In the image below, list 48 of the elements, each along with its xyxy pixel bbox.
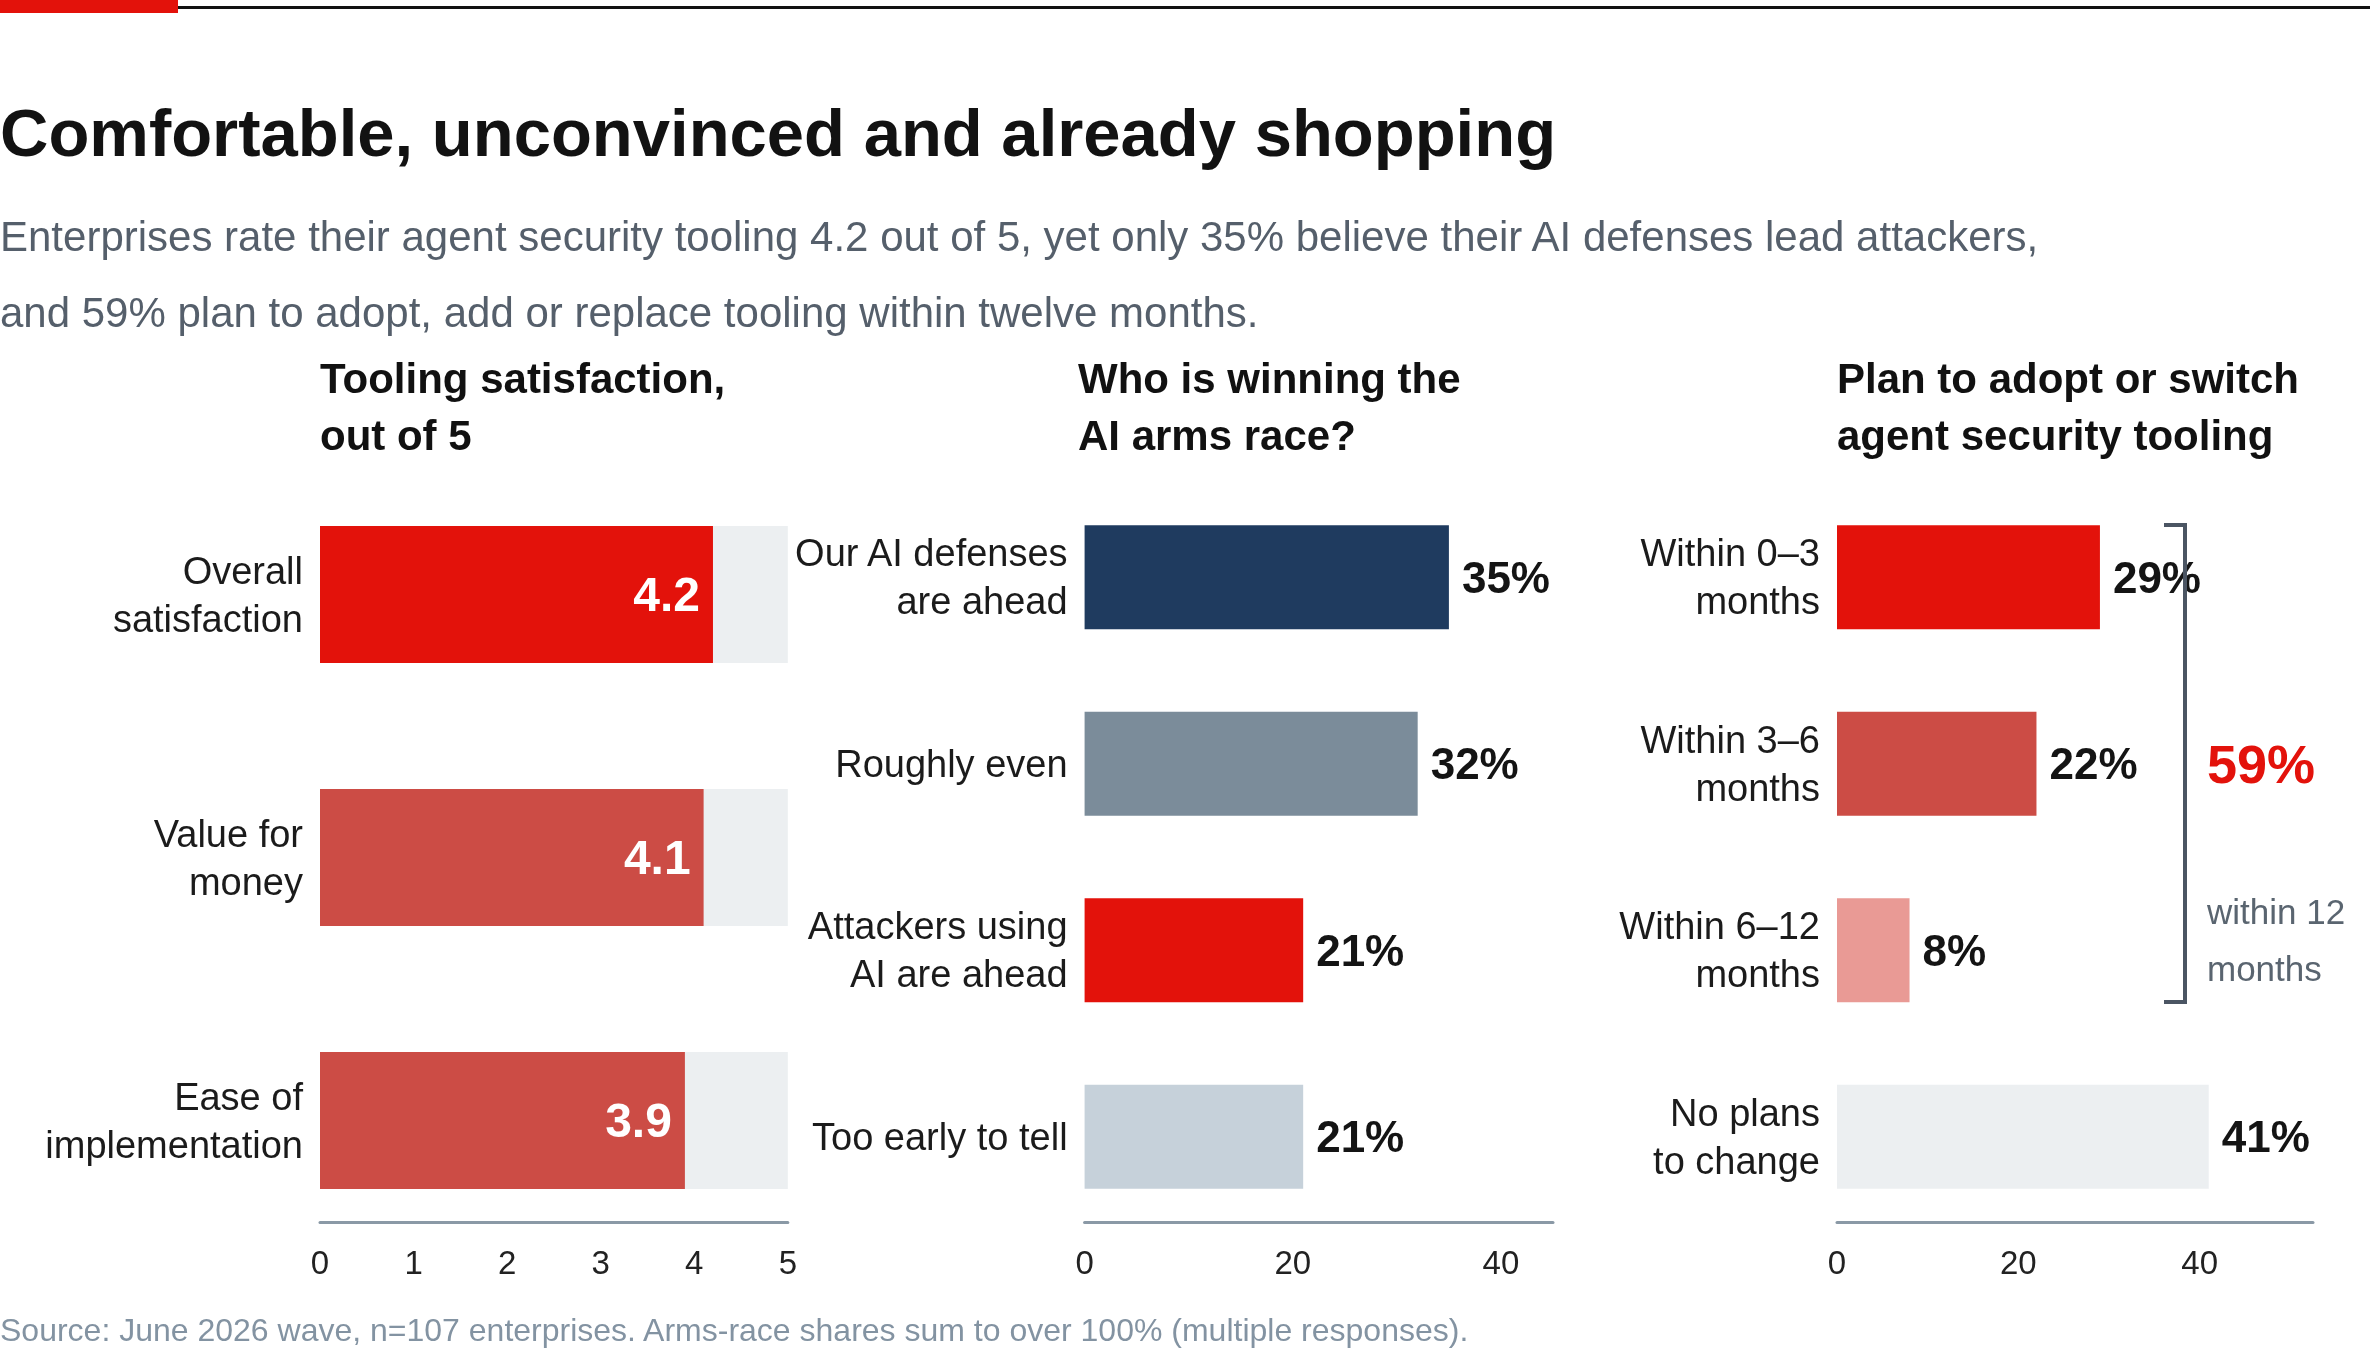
bar — [1084, 898, 1304, 1003]
y-tick-label: Within 6–12 months — [1619, 905, 1820, 996]
chart-title: Tooling satisfaction, out of 5 — [320, 355, 726, 459]
x-tick-label: 0 — [310, 1244, 330, 1281]
data-label: 4.2 — [633, 568, 700, 621]
x-tick-label: 40 — [1482, 1244, 1520, 1281]
x-tick-label: 0 — [1075, 1244, 1094, 1281]
chart-title: Who is winning the AI arms race? — [1078, 355, 1461, 459]
bar — [1837, 525, 2100, 630]
data-label: 4.1 — [623, 831, 691, 884]
x-tick-label: 2 — [497, 1244, 517, 1281]
data-label: 41% — [2221, 1112, 2310, 1162]
y-tick-label: Within 0–3 months — [1640, 532, 1820, 623]
data-label: 3.9 — [605, 1094, 672, 1147]
y-tick-label: No plans to change — [1653, 1091, 1820, 1182]
x-tick-label: 20 — [1999, 1244, 2037, 1281]
data-label: 35% — [1461, 552, 1550, 602]
data-label: 8% — [1922, 925, 1987, 975]
y-tick-label: Within 3–6 months — [1640, 718, 1820, 809]
x-tick-label: 3 — [591, 1244, 610, 1281]
y-tick-label: Ease of implementation — [45, 1075, 304, 1166]
y-tick-label: Too early to tell — [812, 1115, 1068, 1158]
x-tick-label: 4 — [685, 1244, 704, 1281]
data-label: 32% — [1430, 739, 1519, 789]
y-tick-label: Value for money — [153, 812, 304, 903]
annotation: 59% — [2207, 732, 2316, 796]
data-label: 22% — [2049, 739, 2138, 789]
x-tick-label: 5 — [778, 1244, 797, 1281]
text: Comfortable, unconvinced and already shopping — [0, 94, 1557, 172]
y-tick-label: Overall satisfaction — [112, 549, 303, 640]
bar — [1084, 1084, 1304, 1189]
chart-title: Plan to adopt or switch agent security tooling — [1837, 355, 2300, 459]
x-tick-label: 20 — [1274, 1244, 1312, 1281]
bar — [1084, 525, 1449, 630]
x-tick-label: 40 — [2181, 1244, 2219, 1281]
bar — [1837, 898, 1910, 1003]
source-note: Source: June 2026 wave, n=107 enterprises. Arms-race shares sum to over 100% (multiple responses). — [0, 1311, 1469, 1350]
y-tick-label: Our AI defenses are ahead — [795, 532, 1068, 623]
annotation: within 12 months — [2207, 890, 2346, 990]
data-label: 21% — [1316, 1112, 1405, 1162]
y-tick-label: Roughly even — [835, 742, 1068, 785]
data-label: 21% — [1316, 925, 1405, 975]
bar — [1837, 711, 2037, 816]
x-tick-label: 0 — [1827, 1244, 1847, 1281]
x-tick-label: 1 — [404, 1244, 423, 1281]
y-tick-label: Attackers using AI are ahead — [807, 905, 1068, 996]
text: Enterprises rate their agent security tooling 4.2 out of 5, yet only 35% believe their AI defenses lead attackers, and 59% plan to adopt, add or replace tooling within twelve months. — [0, 212, 2039, 338]
bar — [1084, 711, 1418, 816]
